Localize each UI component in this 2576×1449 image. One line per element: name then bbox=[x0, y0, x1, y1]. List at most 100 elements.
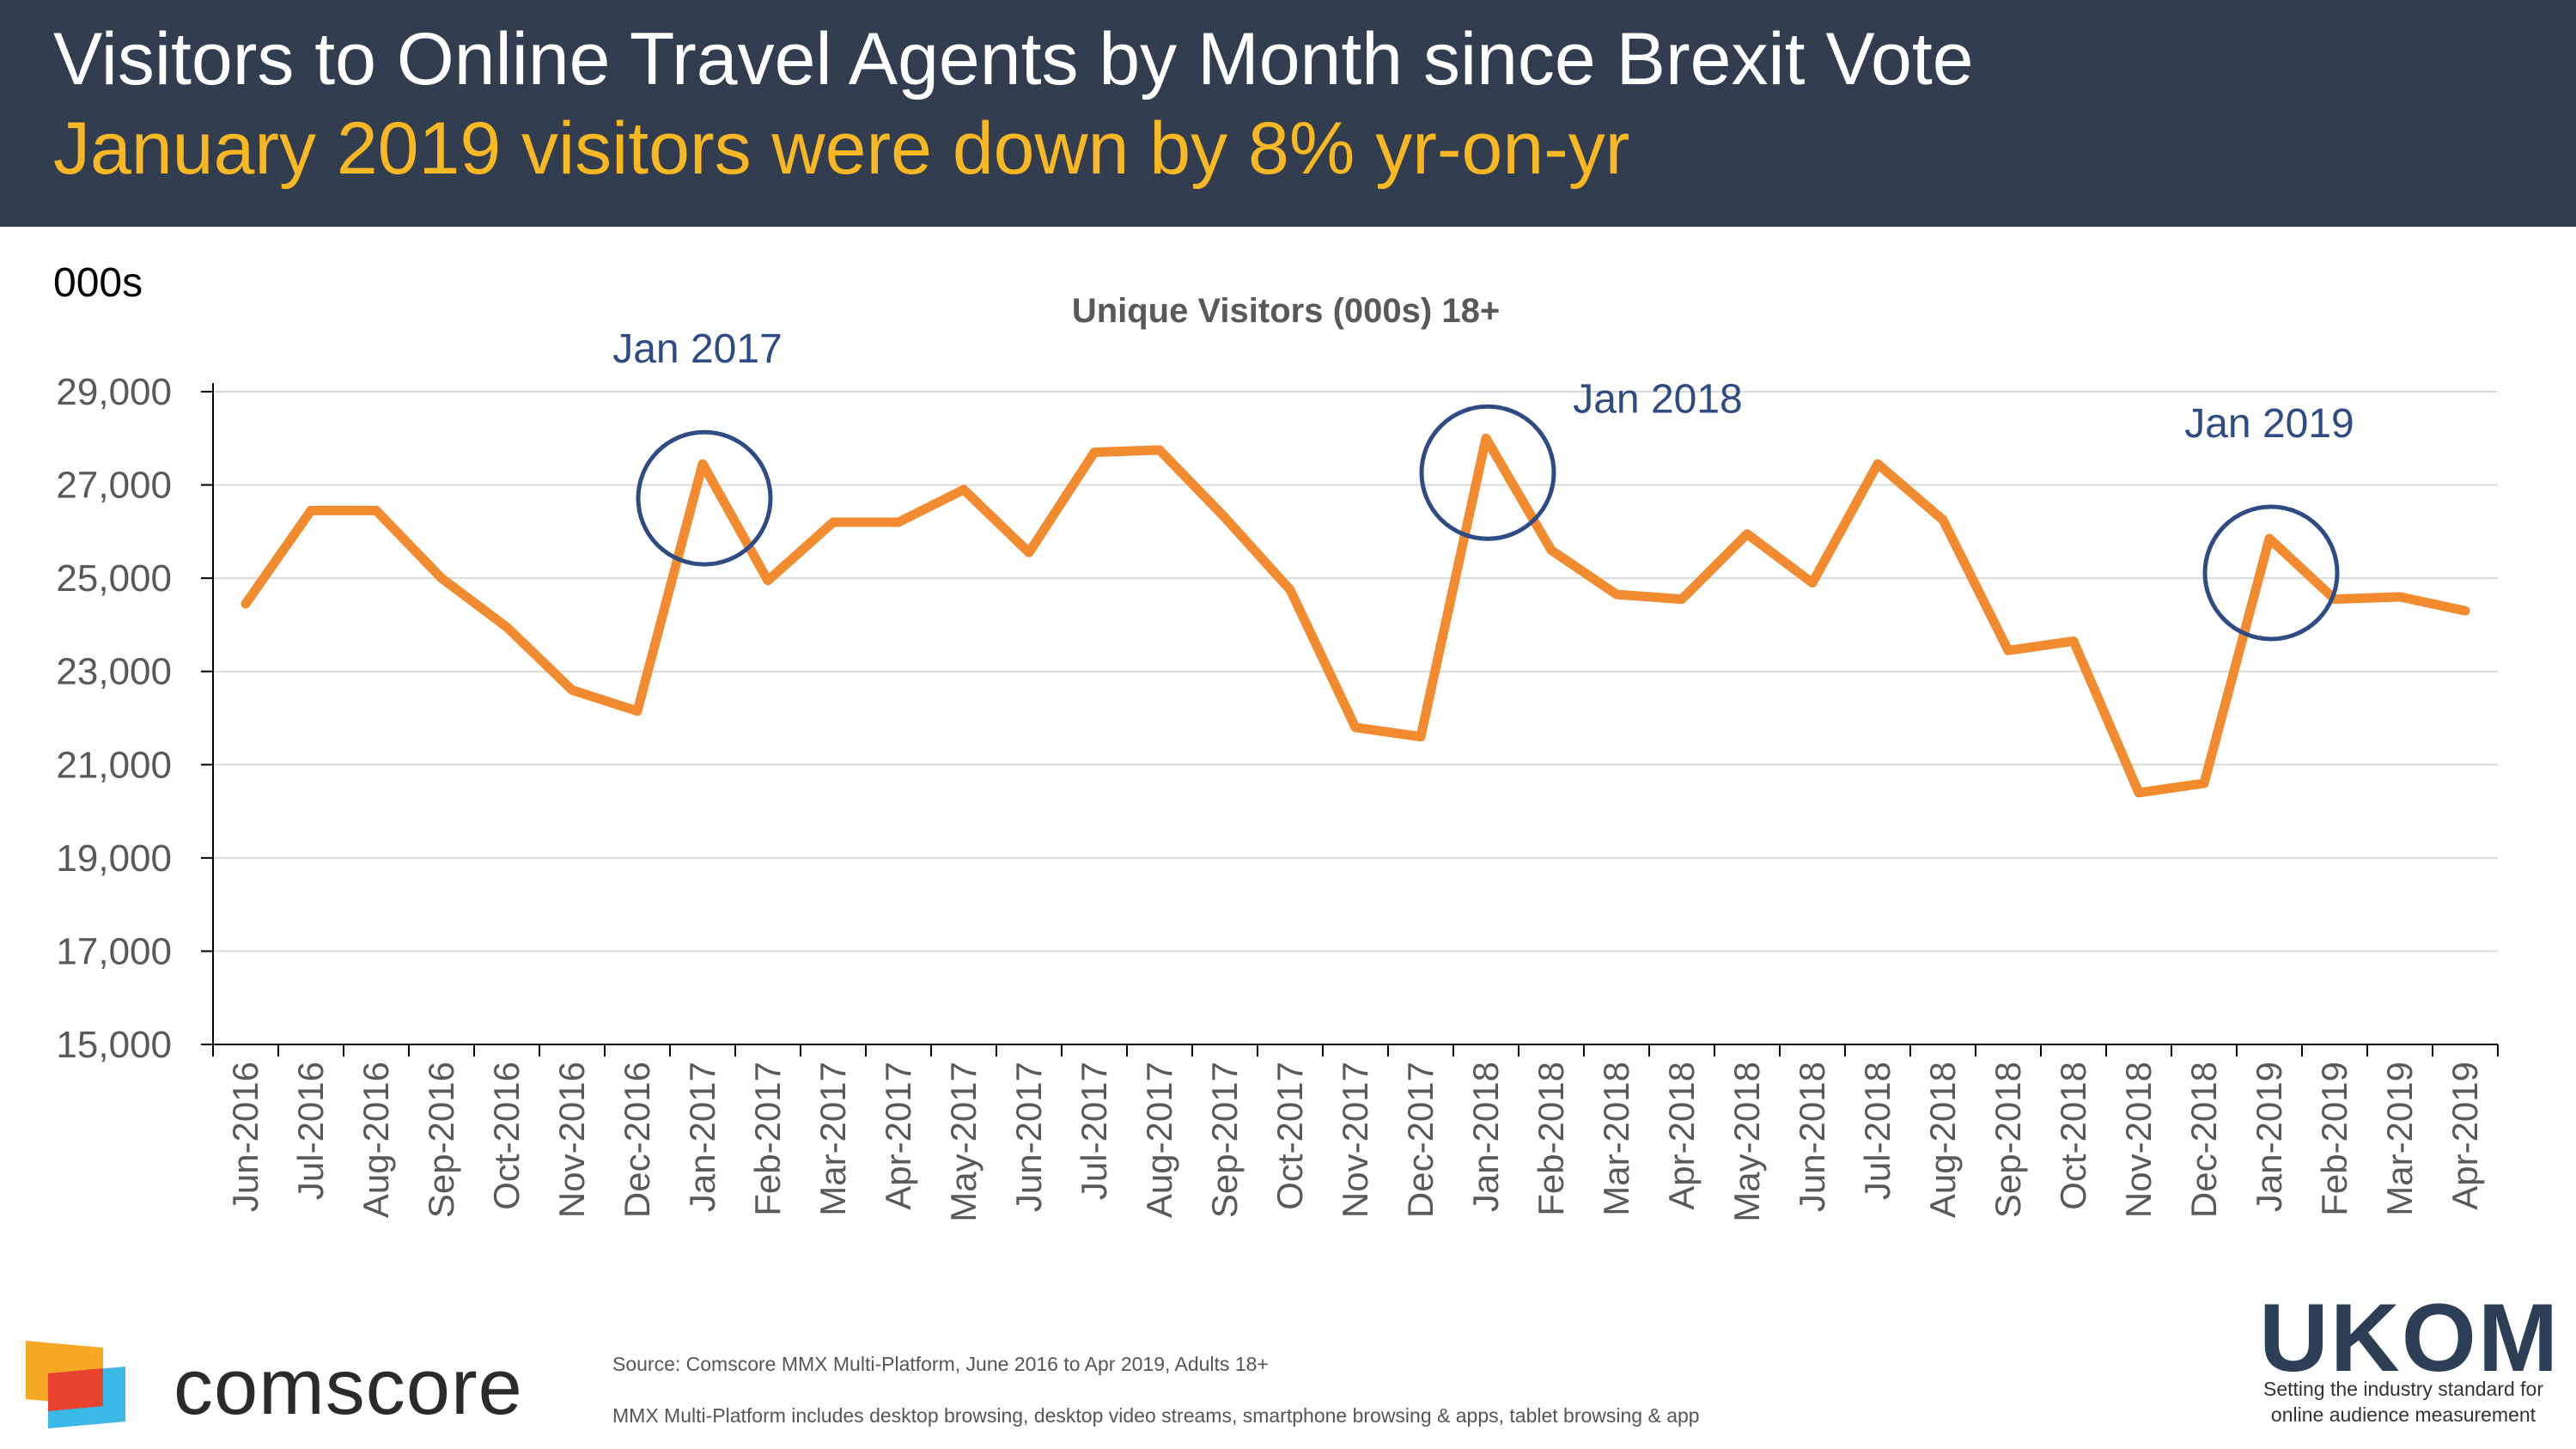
comscore-logo-icon bbox=[26, 1341, 125, 1428]
data-point bbox=[2138, 791, 2140, 794]
data-point bbox=[571, 689, 573, 691]
x-tick-label: Feb-2019 bbox=[2314, 1062, 2354, 1216]
data-point bbox=[1224, 516, 1226, 519]
data-point bbox=[963, 489, 965, 490]
x-tick-label: Jun-2017 bbox=[1008, 1062, 1049, 1212]
x-tick-label: Jan-2017 bbox=[682, 1062, 722, 1212]
data-point bbox=[1877, 463, 1879, 466]
y-tick-label: 29,000 bbox=[56, 371, 172, 413]
x-tick-label: Jan-2019 bbox=[2249, 1062, 2289, 1212]
x-tick-label: Sep-2018 bbox=[1988, 1062, 2028, 1218]
data-point bbox=[898, 521, 899, 523]
data-point bbox=[375, 509, 377, 512]
series-line bbox=[241, 433, 2470, 798]
data-point bbox=[1616, 594, 1617, 596]
data-point bbox=[245, 603, 247, 605]
annotation-circle bbox=[1419, 404, 1556, 541]
axes bbox=[201, 383, 2499, 1056]
y-tick-label: 23,000 bbox=[56, 651, 172, 693]
y-tick-label: 21,000 bbox=[56, 744, 172, 786]
x-tick-label: Jun-2016 bbox=[225, 1062, 265, 1212]
y-axis-tick-labels: 15,000 17,000 19,000 21,000 23,000 25,000 27,0… bbox=[56, 371, 172, 1066]
data-point bbox=[1550, 549, 1552, 551]
x-tick-label: Dec-2016 bbox=[617, 1062, 657, 1218]
annotation-label: Jan 2017 bbox=[612, 326, 783, 372]
annotation-label: Jan 2019 bbox=[2184, 401, 2354, 447]
data-point bbox=[1289, 588, 1291, 591]
data-point bbox=[2203, 782, 2205, 784]
data-point bbox=[2073, 640, 2074, 642]
data-point bbox=[1093, 451, 1095, 454]
data-point bbox=[1355, 726, 1356, 728]
data-point bbox=[636, 709, 638, 712]
x-tick-label: Aug-2017 bbox=[1139, 1062, 1179, 1218]
data-point bbox=[702, 463, 703, 466]
x-tick-label: Aug-2018 bbox=[1922, 1062, 1963, 1218]
x-tick-label: Oct-2017 bbox=[1270, 1062, 1310, 1210]
y-tick-label: 17,000 bbox=[56, 930, 172, 972]
x-tick-label: Mar-2019 bbox=[2379, 1062, 2420, 1216]
data-point bbox=[832, 521, 834, 523]
annotations: Jan 2017 Jan 2018 Jan 2019 bbox=[612, 326, 2354, 642]
annotation-circle bbox=[636, 429, 773, 567]
x-tick-label: Aug-2016 bbox=[356, 1062, 396, 1218]
data-point bbox=[1485, 437, 1487, 440]
data-point bbox=[1420, 735, 1422, 738]
x-tick-label: Apr-2017 bbox=[878, 1062, 918, 1210]
x-tick-label: Dec-2017 bbox=[1400, 1062, 1440, 1218]
x-tick-label: Jul-2017 bbox=[1074, 1062, 1114, 1200]
units-label: 000s bbox=[53, 260, 143, 306]
x-axis-tick-labels: Jun-2016 Jul-2016 Aug-2016 Sep-2016 Oct-2016… bbox=[225, 1062, 2485, 1222]
x-tick-label: Nov-2016 bbox=[551, 1062, 592, 1218]
x-tick-label: Jul-2016 bbox=[290, 1062, 331, 1200]
data-point bbox=[767, 579, 769, 581]
y-tick-label: 25,000 bbox=[56, 557, 172, 600]
ukom-logo: UKOM bbox=[2259, 1284, 2561, 1391]
x-tick-label: Sep-2016 bbox=[421, 1062, 461, 1218]
data-point bbox=[2399, 595, 2401, 598]
data-point bbox=[1942, 519, 1944, 521]
comscore-wordmark: comscore bbox=[174, 1343, 523, 1431]
x-tick-label: Apr-2018 bbox=[1661, 1062, 1702, 1210]
data-point bbox=[2268, 538, 2270, 539]
series bbox=[241, 433, 2470, 798]
x-tick-label: Feb-2018 bbox=[1531, 1062, 1571, 1216]
x-tick-label: Mar-2017 bbox=[813, 1062, 853, 1216]
methodology-note: MMX Multi-Platform includes desktop brow… bbox=[612, 1404, 1700, 1427]
y-tick-label: 27,000 bbox=[56, 465, 172, 507]
line-chart: Unique Visitors (000s) 18+ 15,00017,0001… bbox=[56, 292, 2499, 1222]
x-tick-label: Oct-2018 bbox=[2053, 1062, 2093, 1210]
slide-header: Visitors to Online Travel Agents by Mont… bbox=[0, 0, 2576, 227]
x-tick-label: Sep-2017 bbox=[1204, 1062, 1245, 1218]
data-point bbox=[310, 509, 312, 512]
x-tick-label: Jul-2018 bbox=[1857, 1062, 1897, 1200]
data-point bbox=[1746, 533, 1748, 535]
x-tick-label: Dec-2018 bbox=[2183, 1062, 2224, 1218]
y-tick-label: 15,000 bbox=[56, 1024, 172, 1066]
slide-subtitle: January 2019 visitors were down by 8% yr… bbox=[53, 107, 1630, 190]
data-point bbox=[2464, 610, 2466, 612]
ukom-tagline: Setting the industry standard for online… bbox=[2262, 1378, 2544, 1426]
x-tick-label: Jan-2018 bbox=[1465, 1062, 1506, 1212]
source-note: Source: Comscore MMX Multi-Platform, Jun… bbox=[612, 1353, 1269, 1375]
x-tick-label: Apr-2019 bbox=[2445, 1062, 2485, 1210]
x-tick-label: Nov-2018 bbox=[2118, 1062, 2159, 1218]
data-point bbox=[1028, 551, 1030, 554]
x-tick-label: Oct-2016 bbox=[486, 1062, 527, 1210]
x-tick-label: Jun-2018 bbox=[1792, 1062, 1832, 1212]
data-point bbox=[506, 626, 508, 629]
data-point bbox=[1159, 448, 1160, 451]
data-point bbox=[1812, 581, 1813, 584]
annotation-circle bbox=[2202, 504, 2340, 642]
y-tick-label: 19,000 bbox=[56, 837, 172, 880]
data-point bbox=[2007, 649, 2009, 652]
x-tick-label: May-2018 bbox=[1726, 1062, 1767, 1222]
chart-title: Unique Visitors (000s) 18+ bbox=[1072, 292, 1500, 330]
data-point bbox=[441, 577, 442, 580]
annotation-label: Jan 2018 bbox=[1573, 376, 1743, 422]
slide-title: Visitors to Online Travel Agents by Mont… bbox=[53, 18, 1974, 100]
x-tick-label: Nov-2017 bbox=[1335, 1062, 1375, 1218]
x-tick-label: May-2017 bbox=[943, 1062, 984, 1222]
x-tick-label: Mar-2018 bbox=[1596, 1062, 1636, 1216]
data-point bbox=[1681, 598, 1683, 600]
